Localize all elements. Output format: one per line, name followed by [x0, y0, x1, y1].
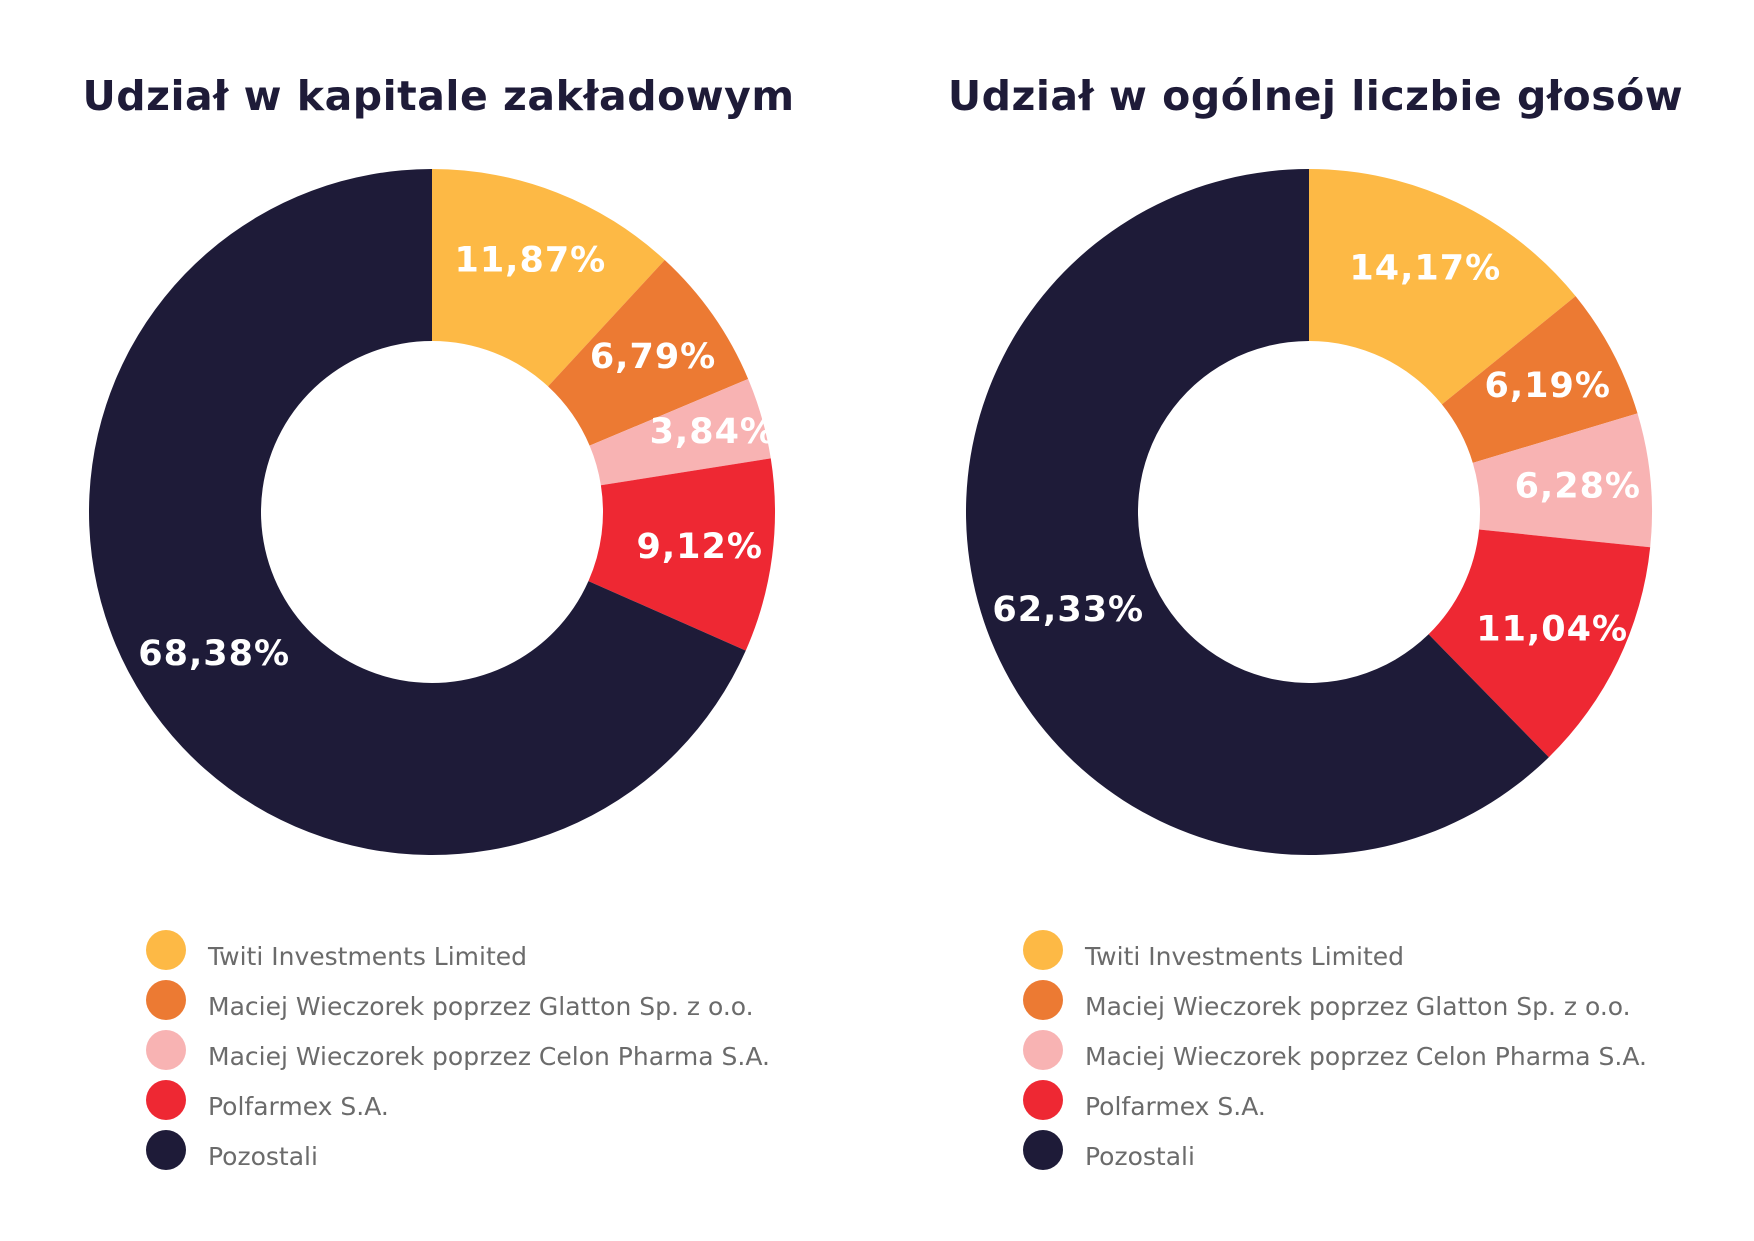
donut-slice-pozostali [966, 169, 1549, 856]
legend-swatch-celon [1023, 1030, 1063, 1070]
chart-title: Udział w kapitale zakładowym [82, 72, 795, 120]
chart-title: Udział w ogólnej liczbie głosów [947, 72, 1684, 120]
slice-label-pozostali: 62,33% [992, 590, 1144, 630]
slice-label-polfarmex: 11,04% [1476, 609, 1628, 649]
legend-swatch-glatton [146, 980, 186, 1020]
legend-label-pozostali: Pozostali [1085, 1142, 1195, 1171]
chart-panel-votes: Udział w ogólnej liczbie głosów 14,17% 6,… [877, 0, 1754, 1241]
chart-panel-capital: Udział w kapitale zakładowym 11,87% 6,79%… [82, 72, 795, 1171]
donut-slice-polfarmex [588, 458, 775, 651]
legend-swatch-polfarmex [1023, 1080, 1063, 1120]
slice-label-glatton: 6,19% [1485, 366, 1611, 406]
legend-label-celon: Maciej Wieczorek poprzez Celon Pharma S.… [1085, 1042, 1647, 1071]
donut-chart-capital: 11,87% 6,79% 3,84% 9,12% 68,38% [88, 169, 776, 855]
legend-swatch-pozostali [146, 1130, 186, 1170]
legend-swatch-polfarmex [146, 1080, 186, 1120]
donut-slice-celon [1472, 413, 1652, 548]
legend-label-glatton: Maciej Wieczorek poprzez Glatton Sp. z o… [1085, 992, 1631, 1021]
donut-slice-twiti [432, 169, 665, 387]
donut-slice-polfarmex [1428, 529, 1651, 758]
legend-label-glatton: Maciej Wieczorek poprzez Glatton Sp. z o… [208, 992, 754, 1021]
slice-label-polfarmex: 9,12% [637, 527, 763, 567]
legend-label-twiti: Twiti Investments Limited [1085, 942, 1405, 971]
legend-label-pozostali: Pozostali [208, 1142, 318, 1171]
donut-slice-pozostali [88, 169, 746, 855]
donut-slice-glatton [1441, 296, 1638, 463]
legend-label-celon: Maciej Wieczorek poprzez Celon Pharma S.… [208, 1042, 770, 1071]
donut-slice-glatton [548, 260, 749, 446]
legend-swatch-pozostali [1023, 1130, 1063, 1170]
donut-slice-twiti [1309, 169, 1576, 405]
slice-label-celon: 3,84% [650, 412, 776, 452]
legend-label-twiti: Twiti Investments Limited [208, 942, 528, 971]
slice-label-glatton: 6,79% [590, 337, 716, 377]
legend-label-polfarmex: Polfarmex S.A. [208, 1092, 389, 1121]
legend-swatch-twiti [1023, 930, 1063, 970]
slice-label-pozostali: 68,38% [138, 634, 290, 674]
legend-swatch-twiti [146, 930, 186, 970]
slice-label-twiti: 14,17% [1349, 248, 1501, 288]
legend-swatch-glatton [1023, 980, 1063, 1020]
legend-label-polfarmex: Polfarmex S.A. [1085, 1092, 1266, 1121]
donut-chart-votes: 14,17% 6,19% 6,28% 11,04% 62,33% [966, 169, 1652, 856]
donut-slice-celon [589, 378, 771, 486]
slice-label-celon: 6,28% [1515, 467, 1641, 507]
legend-swatch-celon [146, 1030, 186, 1070]
slice-label-twiti: 11,87% [454, 241, 606, 281]
